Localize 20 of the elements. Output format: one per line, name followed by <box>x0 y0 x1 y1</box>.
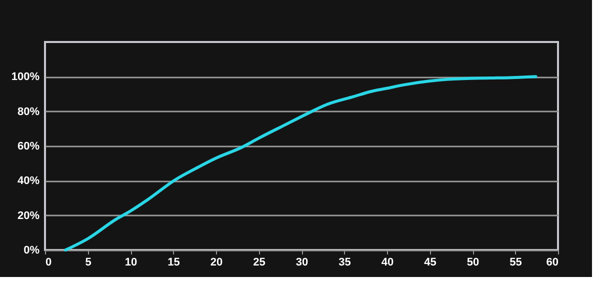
x-tick-label: 0 <box>46 256 52 268</box>
x-tick-label: 15 <box>168 256 180 268</box>
y-tick-label: 20% <box>17 210 40 222</box>
line-series <box>64 75 538 252</box>
y-tick-label: 80% <box>17 106 40 118</box>
x-tick-label: 55 <box>510 256 522 268</box>
x-tick-label: 40 <box>381 256 394 268</box>
y-tick-label: 60% <box>17 140 40 152</box>
x-tick-label: 60 <box>546 256 558 268</box>
x-tick-label: 25 <box>253 256 266 268</box>
x-tick-label: 50 <box>466 256 480 268</box>
y-tick-label: 100% <box>11 71 40 84</box>
y-tick-label: 40% <box>17 175 40 188</box>
x-tick-label: 30 <box>296 256 308 268</box>
x-tick-label: 35 <box>338 256 351 268</box>
x-tick-label: 5 <box>85 256 92 268</box>
y-tick-label: 0% <box>24 244 40 256</box>
x-tick-label: 20 <box>210 256 223 268</box>
x-tick-label: 10 <box>124 256 138 268</box>
x-tick-label: 45 <box>424 256 436 268</box>
